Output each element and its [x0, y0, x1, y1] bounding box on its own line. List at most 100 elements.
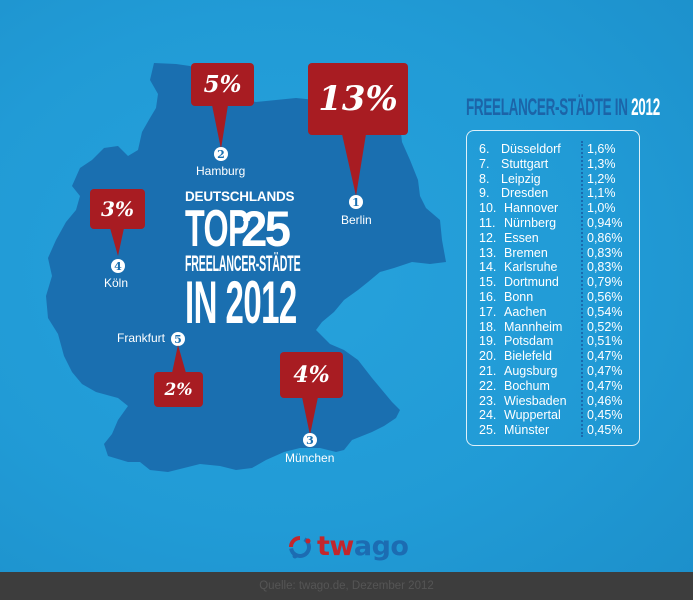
table-row: 16. Bonn 0,56% [479, 289, 622, 305]
source-footer: Quelle: twago.de, Dezember 2012 [0, 572, 693, 600]
rank-city: 14. Karlsruhe [479, 259, 558, 275]
rank-city: 9. Dresden [479, 185, 548, 201]
headline: DEUTSCHLANDS TOP 25 FREELANCER-STÄDTE IN… [185, 189, 301, 333]
city-label-berlin: Berlin [341, 213, 372, 227]
city-name: Aachen [504, 304, 547, 319]
rank-city: 16. Bonn [479, 289, 533, 305]
share-value: 0,45% [587, 423, 623, 438]
panel-title-year: 2012 [631, 94, 660, 121]
twago-ring-logo-icon [289, 535, 311, 558]
twago-logo: twago [287, 533, 409, 560]
city-name: Stuttgart [501, 156, 549, 171]
table-row: 22. Bochum 0,47% [479, 378, 622, 394]
city-name: Leipzig [501, 171, 541, 186]
city-name: Hannover [504, 201, 559, 216]
pin-tail-hamburg [212, 105, 228, 149]
rank-city: 17. Aachen [479, 304, 546, 320]
city-name: Bremen [504, 245, 548, 260]
table-row: 17. Aachen 0,54% [479, 304, 622, 320]
rank-city: 25. Münster [479, 422, 549, 438]
rank-number: 10. [479, 201, 497, 216]
rank-city: 6. Düsseldorf [479, 141, 561, 157]
rank-city: 22. Bochum [479, 378, 550, 394]
table-row: 11. Nürnberg 0,94% [479, 215, 622, 231]
share-value: 0,46% [587, 393, 623, 408]
share-value: 0,47% [587, 364, 623, 378]
rank-city: 10. Hannover [479, 200, 558, 216]
share-value: 0,47% [587, 378, 623, 393]
city-name: Dresden [501, 186, 549, 201]
pin-tail-berlin [342, 134, 366, 196]
rank-number: 19. [479, 334, 497, 349]
share-value: 0,51% [587, 334, 623, 349]
germany-shape [46, 63, 446, 472]
headline-country: DEUTSCHLANDS [185, 189, 295, 204]
pin-tail-frankfurt [172, 345, 186, 373]
table-row: 10. Hannover 1,0% [479, 200, 616, 216]
share-value: 0,45% [587, 408, 623, 423]
rank-city: 24. Wuppertal [479, 407, 561, 423]
headline-number: 25 [241, 201, 291, 257]
share-value: 1,0% [587, 201, 616, 216]
rank-city: 15. Dortmund [479, 274, 559, 290]
rank-city: 8. Leipzig [479, 171, 541, 187]
share-value: 0,52% [587, 319, 623, 334]
rank-number: 23. [479, 393, 497, 408]
pin-muenchen-share: 4% [280, 352, 343, 398]
share-value: 0,79% [587, 275, 623, 290]
city-name: Karlsruhe [504, 260, 558, 275]
rank-city: 7. Stuttgart [479, 156, 548, 172]
rank-number: 17. [479, 304, 497, 319]
ranking-table: 6. Düsseldorf 1,6% 7. Stuttgart 1,3% 8. Leipzig… [466, 130, 640, 446]
share-value: 1,1% [587, 186, 616, 201]
panel-title: FREELANCER-STÄDTE IN 2012 [466, 94, 660, 122]
table-row: 6. Düsseldorf 1,6% [479, 141, 616, 157]
share-value: 0,56% [587, 290, 623, 304]
city-name: Wiesbaden [504, 393, 567, 408]
rank-number: 18. [479, 319, 497, 334]
rank-number: 13. [479, 245, 497, 260]
table-row: 25. Münster 0,45% [479, 422, 622, 438]
city-label-muenchen: München [285, 451, 335, 465]
city-name: Augsburg [504, 364, 558, 378]
rank-number: 11. [479, 216, 496, 230]
table-row: 24. Wuppertal 0,45% [479, 407, 622, 423]
rank-number: 14. [479, 260, 497, 275]
pin-tail-muenchen [302, 397, 318, 435]
table-row: 19. Potsdam 0,51% [479, 333, 622, 349]
pin-frankfurt-share: 2% [154, 372, 203, 407]
rank-number: 15. [479, 275, 497, 290]
rank-city: 18. Mannheim [479, 319, 562, 335]
rank-badge-5: 5 [171, 332, 185, 346]
city-name: Dortmund [504, 275, 559, 290]
table-row: 21. Augsburg 0,47% [479, 363, 622, 379]
source-text: Quelle: twago.de, Dezember 2012 [259, 580, 434, 592]
table-row: 23. Wiesbaden 0,46% [479, 393, 622, 409]
table-row: 8. Leipzig 1,2% [479, 171, 616, 187]
rank-number: 7. [479, 156, 490, 171]
headline-top: TOP [185, 200, 249, 258]
share-value: 0,83% [587, 245, 623, 260]
table-row: 12. Essen 0,86% [479, 230, 622, 246]
rank-number: 20. [479, 349, 497, 364]
table-row: 7. Stuttgart 1,3% [479, 156, 616, 172]
table-row: 20. Bielefeld 0,47% [479, 348, 622, 364]
share-value: 0,86% [587, 230, 623, 245]
table-row: 14. Karlsruhe 0,83% [479, 259, 622, 275]
pin-koeln-share: 3% [90, 189, 145, 229]
rank-city: 20. Bielefeld [479, 348, 552, 364]
city-name: Nürnberg [504, 216, 557, 230]
rank-city: 11. Nürnberg [479, 215, 556, 231]
rank-number: 9. [479, 186, 490, 201]
rank-number: 12. [479, 230, 497, 245]
city-name: Bochum [504, 378, 550, 393]
table-row: 9. Dresden 1,1% [479, 185, 616, 201]
rank-number: 16. [479, 290, 497, 304]
share-value: 1,2% [587, 171, 616, 186]
pin-hamburg-share: 5% [191, 63, 254, 106]
rank-city: 23. Wiesbaden [479, 393, 567, 409]
rank-number: 21. [479, 364, 497, 378]
rank-city: 12. Essen [479, 230, 539, 246]
rank-badge-1: 1 [349, 195, 363, 209]
germany-map [46, 63, 446, 472]
